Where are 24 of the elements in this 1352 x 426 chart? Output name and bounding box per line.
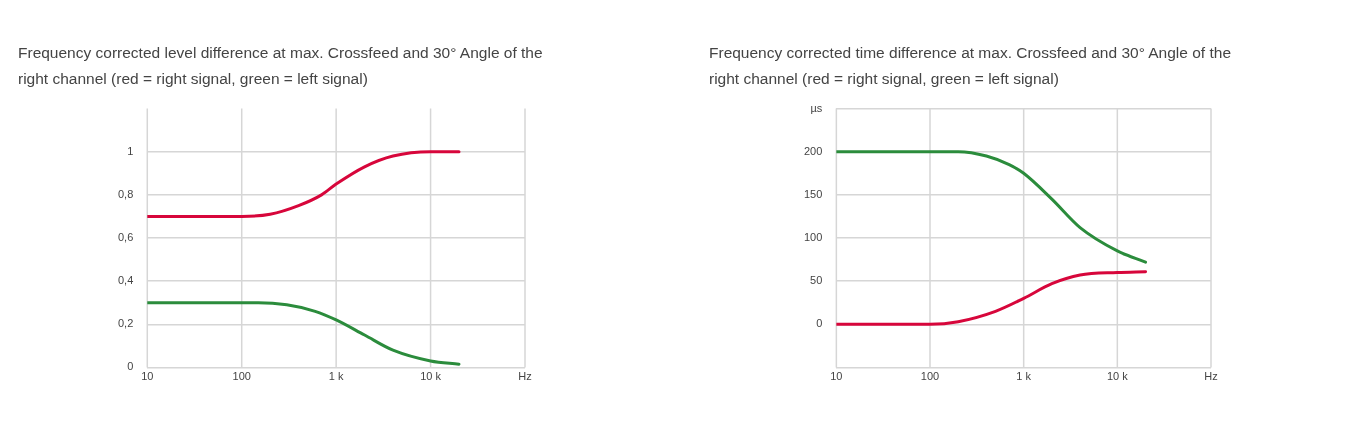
y-tick-label: 0,2 [117, 317, 134, 330]
x-tick-label: 1 k [328, 369, 344, 382]
chart-title: Frequency corrected level difference at max. Crossfeed and 30° Angle of the right channel (red = right signal, green = left signal) [18, 43, 544, 89]
y-tick-label: µs [810, 101, 823, 114]
x-tick-label: Hz [518, 369, 532, 382]
y-tick-label: 100 [803, 231, 823, 244]
x-tick-label: 10 [141, 369, 154, 382]
x-tick-label: 10 k [1106, 369, 1129, 382]
x-tick-label: 100 [920, 369, 940, 382]
y-tick-label: 0 [127, 360, 134, 373]
y-tick-label: 0,6 [117, 231, 134, 244]
y-tick-label: 1 [127, 144, 134, 157]
x-tick-label: 100 [232, 369, 251, 382]
x-tick-label: Hz [1204, 369, 1218, 382]
y-tick-label: 0,8 [117, 187, 134, 200]
y-tick-label: 200 [803, 144, 823, 157]
chart-title: Frequency corrected time difference at max. Crossfeed and 30° Angle of the right channel (red = right signal, green = left signal) [709, 43, 1232, 89]
x-tick-label: 10 [830, 369, 843, 382]
x-tick-label: 10 k [420, 369, 442, 382]
y-tick-label: 0 [816, 317, 823, 330]
y-tick-label: 50 [810, 274, 823, 287]
y-tick-label: 0,4 [117, 274, 134, 287]
y-tick-label: 150 [803, 187, 823, 200]
x-tick-label: 1 k [1016, 369, 1032, 382]
